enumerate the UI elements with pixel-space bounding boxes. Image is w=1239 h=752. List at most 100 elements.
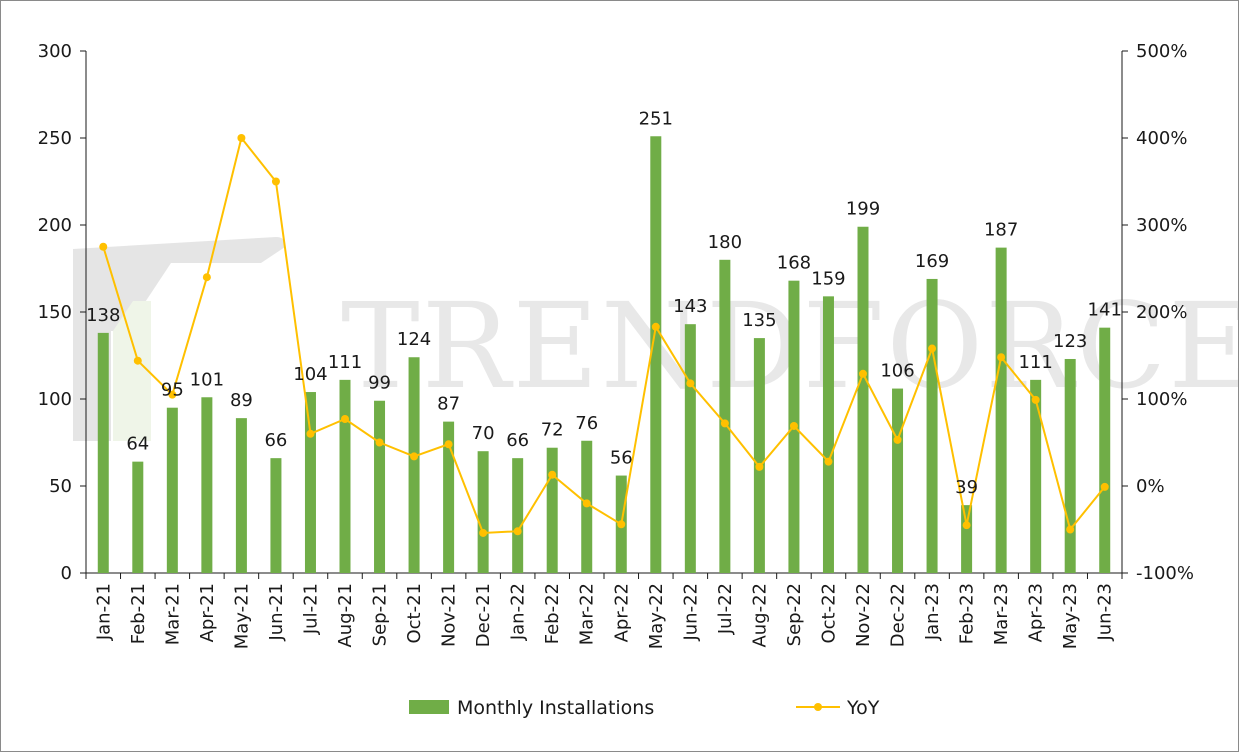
yoy-point [375, 438, 384, 447]
x-tick-label: Feb-23 [957, 583, 978, 644]
installation-bar [719, 259, 731, 573]
bar-value-label: 72 [541, 420, 564, 441]
x-tick-label: Mar-21 [162, 583, 183, 645]
left-tick-label: 200 [38, 215, 72, 236]
installation-bar [857, 226, 869, 574]
bar-value-label: 95 [161, 380, 184, 401]
x-tick-label: Mar-22 [577, 583, 598, 645]
bar-value-label: 138 [86, 305, 120, 326]
right-tick-label: 500% [1136, 41, 1187, 62]
x-tick-label: Jun-21 [266, 583, 287, 642]
yoy-point [617, 520, 626, 529]
yoy-point [479, 528, 488, 537]
yoy-point [444, 440, 453, 449]
watermark-logo-accent [113, 301, 151, 441]
installation-bar [753, 338, 765, 573]
installation-bar [684, 324, 696, 573]
bar-value-label: 143 [673, 296, 707, 317]
yoy-point [582, 499, 591, 508]
x-tick-label: Dec-21 [473, 583, 494, 647]
bar-value-label: 168 [777, 253, 811, 274]
right-tick-label: 300% [1136, 215, 1187, 236]
yoy-point [99, 242, 108, 251]
yoy-point [997, 353, 1006, 362]
bar-value-label: 123 [1053, 331, 1087, 352]
x-tick-label: May-23 [1060, 583, 1081, 649]
yoy-point [306, 429, 315, 438]
bar-value-label: 141 [1088, 300, 1122, 321]
yoy-line [102, 135, 1106, 535]
bar-value-label: 76 [575, 413, 598, 434]
installation-bar [270, 458, 282, 573]
x-tick-label: Apr-22 [611, 583, 632, 642]
x-tick-label: Feb-22 [542, 583, 563, 644]
yoy-point [548, 470, 557, 479]
left-tick-label: 50 [49, 476, 72, 497]
installation-bar [512, 458, 524, 573]
bar-value-label: 111 [1018, 352, 1052, 373]
bar-value-label: 87 [437, 394, 460, 415]
legend-swatch-installations [409, 700, 449, 714]
bar-value-label: 56 [610, 448, 633, 469]
installation-bar [304, 392, 316, 573]
bar-value-label: 89 [230, 390, 253, 411]
installation-bar [166, 407, 178, 573]
left-tick-label: 150 [38, 302, 72, 323]
x-tick-label: May-21 [231, 583, 252, 649]
bar-value-label: 104 [293, 364, 327, 385]
bar-value-label: 64 [126, 434, 149, 455]
yoy-point [513, 527, 522, 536]
installation-bar [995, 247, 1007, 573]
yoy-point [168, 390, 177, 399]
bar-value-label: 187 [984, 220, 1018, 241]
bar-value-label: 101 [190, 369, 224, 390]
yoy-point [893, 435, 902, 444]
bar-value-label: 251 [639, 108, 673, 129]
x-tick-label: Jan-21 [93, 583, 114, 641]
bar-value-label: 99 [368, 373, 391, 394]
yoy-point [341, 415, 349, 424]
bar-value-label: 169 [915, 251, 949, 272]
bar-value-label: 66 [264, 430, 287, 451]
bar-value-label: 180 [708, 232, 742, 253]
installation-bar [546, 447, 558, 573]
x-tick-label: Feb-21 [128, 583, 149, 644]
bar-value-label: 159 [811, 268, 845, 289]
left-tick-label: 300 [38, 41, 72, 62]
bar-value-label: 124 [397, 329, 431, 350]
bar-value-label: 135 [742, 310, 776, 331]
yoy-point [271, 177, 280, 186]
bar-value-label: 66 [506, 430, 529, 451]
installation-bar [961, 505, 973, 573]
bar-value-label: 70 [472, 423, 495, 444]
right-tick-label: 200% [1136, 302, 1187, 323]
installation-bar [201, 397, 213, 573]
right-tick-label: 100% [1136, 389, 1187, 410]
installation-bar [1099, 327, 1111, 573]
x-tick-label: Jan-22 [508, 583, 529, 641]
x-tick-label: Jun-23 [1095, 583, 1116, 642]
right-tick-label: 0% [1136, 476, 1165, 497]
x-tick-label: Nov-22 [853, 583, 874, 647]
installation-bar [1064, 358, 1076, 573]
yoy-point [651, 322, 660, 331]
installation-bar [235, 418, 247, 573]
yoy-point [859, 369, 867, 378]
yoy-point [928, 344, 937, 353]
x-tick-label: Mar-23 [991, 583, 1012, 645]
installation-bar [408, 357, 420, 573]
x-tick-label: Dec-22 [888, 583, 909, 647]
yoy-point [1031, 395, 1040, 404]
left-tick-label: 100 [38, 389, 72, 410]
x-tick-label: Nov-21 [439, 583, 460, 647]
legend-marker-yoy [814, 703, 822, 711]
x-tick-label: Aug-22 [749, 583, 770, 648]
x-tick-label: Aug-21 [335, 583, 356, 648]
installation-bar [477, 451, 489, 573]
x-tick-label: Jun-22 [680, 583, 701, 642]
yoy-point [686, 379, 695, 388]
yoy-point [720, 419, 729, 428]
installation-bar [132, 461, 144, 573]
